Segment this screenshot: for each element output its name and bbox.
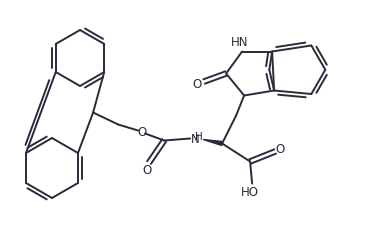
Text: H: H xyxy=(195,131,203,142)
Text: O: O xyxy=(192,78,202,91)
Polygon shape xyxy=(203,139,223,146)
Text: HN: HN xyxy=(231,36,249,49)
Text: HO: HO xyxy=(241,186,259,199)
Text: O: O xyxy=(142,164,152,177)
Text: O: O xyxy=(276,143,285,156)
Text: N: N xyxy=(191,133,200,146)
Text: O: O xyxy=(138,126,147,139)
